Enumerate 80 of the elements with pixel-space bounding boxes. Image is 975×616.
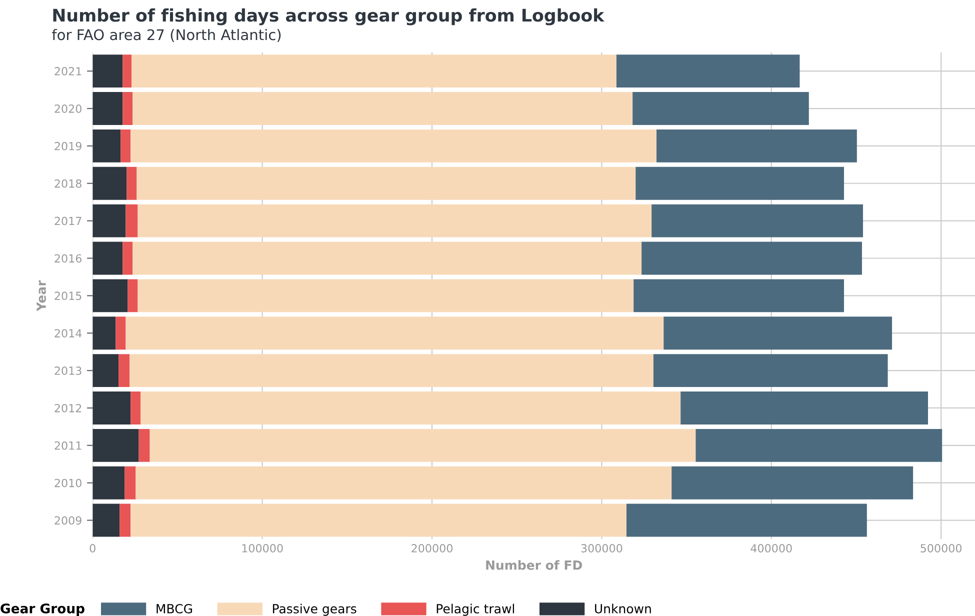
bar [132,242,642,275]
bar [92,428,139,462]
bar [130,354,654,388]
x-tick-label: 200000 [412,544,452,552]
y-tick-label: 2009 [54,516,82,525]
bar [664,316,892,350]
bar [92,466,125,500]
bar [92,242,123,275]
x-axis-title: Number of FD [486,560,582,570]
bar [92,504,120,537]
bar [92,129,121,162]
y-tick-label: 2019 [54,142,82,150]
y-tick-label: 2014 [54,329,82,338]
bar [116,316,126,350]
bar [92,204,126,238]
legend-label: Passive gears [272,604,356,616]
bar [696,428,942,462]
bar [122,242,133,275]
chart-subtitle: for FAO area 27 (North Atlantic) [52,28,281,42]
y-tick-label: 2010 [54,478,82,488]
bar [652,204,864,238]
legend-title: Gear Group [0,603,84,616]
bar [130,504,626,537]
bar [126,316,664,350]
bar [92,354,119,388]
legend-label: MBCG [156,604,192,614]
bar [92,316,116,350]
y-tick-label: 2020 [54,104,82,113]
bar [626,504,867,537]
bar [136,466,672,500]
bar [642,242,862,275]
bar [120,504,131,537]
y-tick-label: 2015 [54,292,82,300]
bar [138,428,150,462]
bar [653,354,888,388]
bar [616,54,800,88]
bar [92,54,123,88]
bar [636,166,844,200]
bar [632,92,809,125]
x-tick-label: 500000 [920,544,962,552]
bar [122,54,132,88]
bar [118,354,130,388]
bar [132,54,616,88]
bar [138,279,634,312]
y-tick-label: 2013 [54,366,82,375]
bar [140,392,681,424]
legend-label: Pelagic trawl [436,604,514,616]
y-tick-label: 2018 [54,179,82,188]
bar [126,166,137,200]
bar [126,204,138,238]
bar [128,279,138,312]
bar [130,129,656,162]
bar [136,166,636,200]
bar [138,204,652,238]
bar [92,392,131,424]
bar [150,428,696,462]
bar [130,392,141,424]
bar [672,466,914,500]
y-tick-label: 2017 [54,216,82,226]
bar [124,466,136,500]
bar [634,279,844,312]
x-tick-label: 400000 [750,544,792,552]
y-tick-label: 2011 [54,441,82,450]
bar [120,129,131,162]
bar [132,92,633,125]
legend-label: Unknown [595,604,651,614]
bar [680,392,928,424]
bar [92,92,123,125]
x-tick-label: 0 [90,544,96,552]
x-tick-label: 300000 [581,544,622,552]
y-tick-label: 2012 [54,404,82,412]
bar [122,92,133,125]
x-tick-label: 100000 [242,544,283,552]
y-tick-label: 2016 [54,254,82,263]
y-axis-title: Year [36,280,46,312]
bar [656,129,857,162]
bar [92,166,127,200]
bar [92,279,128,312]
chart-title: Number of fishing days across gear group from Logbook [53,8,604,26]
y-tick-label: 2021 [54,67,82,76]
